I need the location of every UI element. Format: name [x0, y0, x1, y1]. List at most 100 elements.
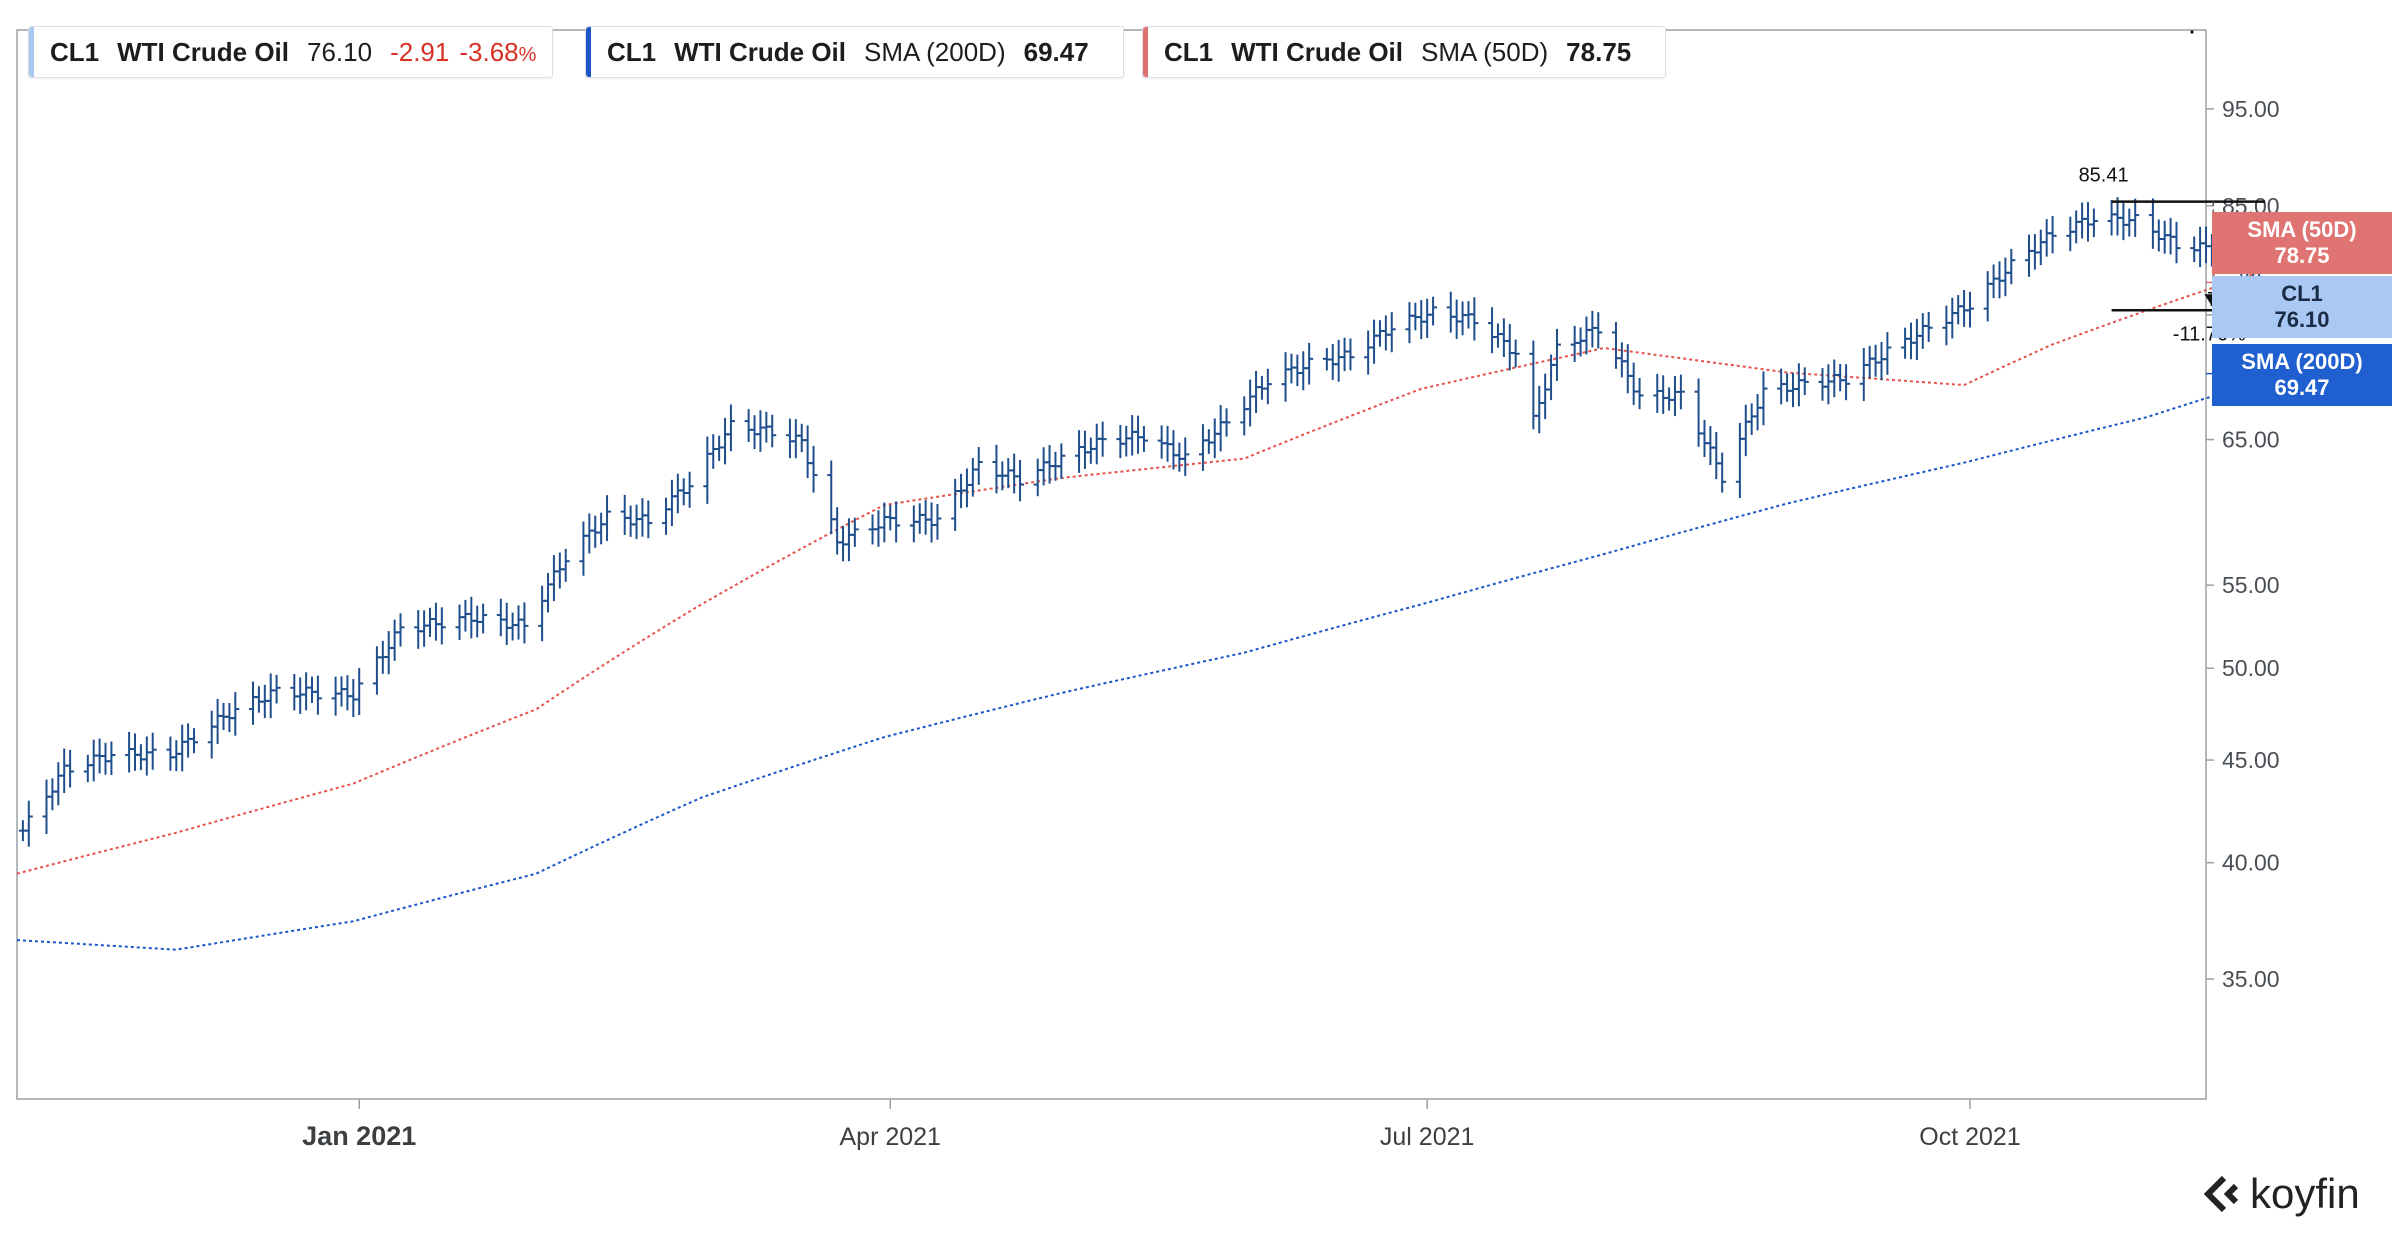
ohlc-bar [833, 507, 842, 555]
legend-sma-50d[interactable]: CL1 WTI Crude Oil SMA (50D) 78.75 [1142, 26, 1667, 78]
ohlc-bar [2202, 226, 2210, 264]
ohlc-bar [48, 778, 57, 811]
ohlc-bar [992, 444, 1001, 494]
ohlc-bar [1541, 373, 1550, 420]
ohlc-bar [809, 445, 818, 493]
ohlc-bar [1263, 368, 1272, 405]
ohlc-bar [1653, 373, 1662, 413]
ohlc-bar [538, 585, 547, 642]
ohlc-bar [744, 409, 753, 443]
ohlc-bar [1499, 318, 1508, 358]
ohlc-bar [290, 673, 299, 711]
ohlc-bar [461, 599, 470, 632]
ohlc-bar [131, 733, 140, 771]
ohlc-bar [1122, 425, 1131, 457]
x-tick-label: Jan 2021 [302, 1121, 416, 1151]
ohlc-bar [555, 552, 564, 589]
ohlc-bar [231, 691, 240, 736]
ohlc-bar [673, 473, 682, 514]
ohlc-bar [1942, 305, 1951, 346]
ohlc-bar [101, 742, 110, 775]
ohlc-bar [2072, 210, 2081, 244]
ohlc-bar [1423, 298, 1432, 338]
tag-value: 76.10 [2274, 307, 2330, 332]
ohlc-bar [579, 521, 588, 576]
ohlc-bar [2107, 200, 2116, 236]
ohlc-bar [1718, 452, 1727, 493]
ohlc-bar [874, 510, 883, 547]
ohlc-bar [1788, 372, 1797, 408]
legend-color-swatch [29, 27, 34, 77]
ohlc-bar [1045, 445, 1054, 484]
ohlc-bar [1470, 297, 1479, 341]
ohlc-bar [1505, 323, 1514, 371]
ohlc-bar [1712, 432, 1721, 480]
y-tick-label: 35.00 [2222, 966, 2280, 992]
sma-50d-price-tag: SMA (50D) 78.75 [2212, 212, 2392, 274]
tag-label: CL1 [2281, 281, 2323, 306]
legend-ticker: CL1 [1164, 36, 1214, 67]
ohlc-bar [2048, 216, 2057, 254]
koyfin-logo[interactable]: koyfin [2202, 1170, 2360, 1218]
ohlc-bar [1570, 325, 1579, 363]
ohlc-bar [396, 613, 405, 647]
ohlc-bar [1676, 374, 1685, 410]
brand-name: koyfin [2250, 1170, 2360, 1217]
ohlc-bar [1175, 442, 1184, 472]
ohlc-bar [632, 504, 641, 540]
ohlc-bar [1075, 430, 1084, 473]
ohlc-bar [1594, 312, 1603, 349]
ohlc-bar [962, 468, 971, 508]
ohlc-bar [1842, 364, 1851, 401]
ohlc-bar [1918, 313, 1927, 349]
ohlc-bar [2119, 202, 2128, 241]
ohlc-bar [1670, 376, 1679, 417]
ohlc-bar [1924, 311, 1933, 343]
ohlc-bar [1694, 378, 1703, 447]
ohlc-bar [915, 503, 924, 534]
ohlc-bar [2036, 229, 2045, 266]
ohlc-bar [968, 457, 977, 497]
ohlc-bar [437, 607, 446, 645]
ohlc-bar [1004, 458, 1013, 489]
ohlc-bar [1134, 415, 1143, 454]
ohlc-bar [1818, 368, 1827, 401]
ohlc-bar [785, 418, 794, 459]
ohlc-bar [620, 494, 629, 535]
ohlc-bar [420, 610, 429, 647]
ohlc-bar [1181, 437, 1190, 477]
ohlc-bar [89, 739, 98, 782]
ohlc-bar [66, 749, 75, 788]
ohlc-bar [2024, 234, 2033, 277]
ohlc-bar [502, 602, 511, 646]
ohlc-bar [190, 728, 199, 754]
price-bars [18, 197, 2264, 847]
ohlc-bar [1252, 370, 1261, 413]
ohlc-bar [1912, 318, 1921, 361]
ohlc-bar [791, 419, 800, 459]
ohlc-bar [2083, 202, 2092, 242]
ohlc-bar [1659, 375, 1668, 414]
sma-200d-line [16, 380, 2260, 951]
ohlc-bar [1375, 320, 1384, 347]
ohlc-bar [1906, 322, 1915, 360]
ohlc-bar [1983, 271, 1992, 322]
legend-sma-200d[interactable]: CL1 WTI Crude Oil SMA (200D) 69.47 [585, 26, 1124, 78]
ohlc-bar [1405, 302, 1414, 344]
ohlc-bar [561, 548, 570, 582]
y-tick-label: 50.00 [2222, 655, 2280, 681]
ohlc-bar [1370, 319, 1379, 364]
ohlc-bar [125, 731, 134, 773]
legend-cl1[interactable]: CL1 WTI Crude Oil 76.10 -2.91 -3.68% [28, 26, 554, 78]
ohlc-bar [1458, 301, 1467, 336]
ohlc-bar [254, 686, 263, 713]
ohlc-bar [2007, 248, 2016, 285]
ohlc-bar [302, 672, 311, 711]
ohlc-bar [597, 512, 606, 545]
ohlc-bar [1753, 394, 1762, 431]
ohlc-bar [1340, 337, 1349, 372]
ohlc-bar [1588, 310, 1597, 348]
sma-50d-line [16, 271, 2260, 875]
ohlc-bar [756, 410, 765, 452]
